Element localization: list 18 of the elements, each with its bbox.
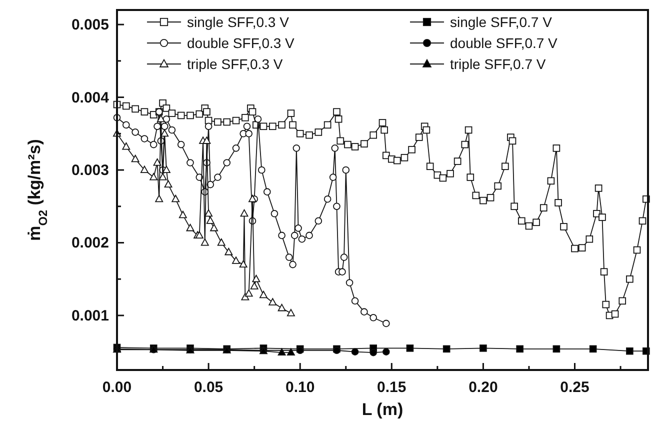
- legend-label: double SFF,0.3 V: [187, 35, 296, 51]
- x-tick-label: 0.25: [560, 379, 590, 396]
- y-tick-label: 0.005: [71, 16, 109, 34]
- y-tick-label: 0.004: [71, 89, 110, 106]
- legend-label: single SFF,0.7 V: [450, 14, 553, 30]
- x-tick-label: 0.05: [194, 379, 224, 396]
- x-tick-label: 0.10: [286, 379, 315, 396]
- legend-label: triple SFF,0.3 V: [187, 56, 284, 72]
- y-tick-label: 0.001: [71, 307, 109, 324]
- x-tick-label: 0.15: [377, 379, 406, 396]
- y-tick-label: 0.002: [71, 234, 109, 252]
- x-tick-label: 0.00: [102, 379, 132, 396]
- legend-label: double SFF,0.7 V: [450, 35, 558, 51]
- legend-label: single SFF,0.3 V: [187, 14, 290, 30]
- x-tick-label: 0.20: [468, 379, 498, 396]
- y-tick-label: 0.003: [71, 162, 109, 179]
- x-axis-title: L (m): [362, 400, 404, 419]
- legend-label: triple SFF,0.7 V: [450, 56, 546, 72]
